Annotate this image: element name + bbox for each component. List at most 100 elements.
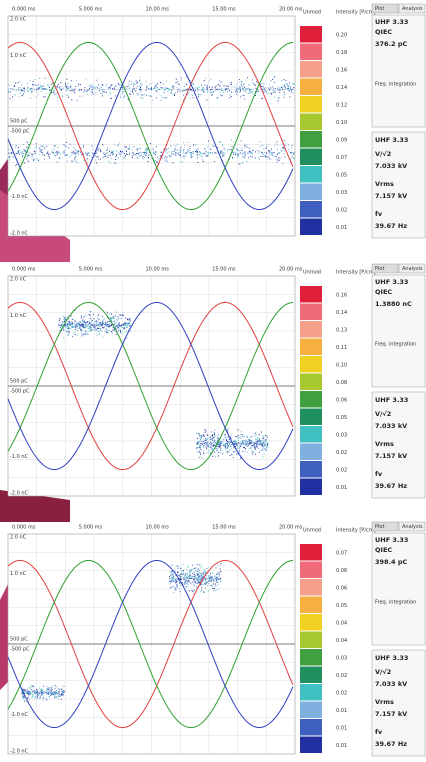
pd-dot — [258, 451, 260, 453]
pd-dot — [238, 88, 240, 90]
tab[interactable] — [371, 263, 399, 274]
scale-swatch — [300, 148, 322, 165]
pd-dot — [194, 571, 196, 573]
pd-dot — [197, 577, 199, 579]
pd-dot — [82, 324, 84, 326]
pd-dot — [273, 77, 275, 79]
pd-dot — [143, 153, 145, 155]
pd-dot — [210, 436, 212, 438]
pd-dot — [177, 565, 179, 567]
pd-dot — [23, 162, 25, 164]
pd-dot — [248, 84, 250, 86]
pd-dot — [179, 155, 181, 157]
pd-dot — [103, 91, 105, 93]
pd-dot — [103, 327, 105, 329]
pd-dot — [215, 88, 217, 90]
tab[interactable] — [398, 521, 426, 532]
pd-dot — [193, 87, 195, 89]
pd-dot — [193, 584, 195, 586]
tab[interactable] — [398, 3, 426, 14]
pd-dot — [198, 89, 200, 91]
pd-dot — [61, 691, 63, 693]
pd-dot — [90, 324, 92, 326]
pd-dot — [186, 583, 188, 585]
pd-dot — [42, 685, 44, 687]
pd-dot — [211, 431, 213, 433]
pd-dot — [96, 334, 98, 336]
pd-dot — [88, 153, 90, 155]
pd-dot — [205, 443, 207, 445]
tab-label[interactable]: Plot — [375, 524, 384, 530]
scale-label: 0.07 — [336, 155, 347, 161]
pd-dot — [275, 159, 277, 161]
scale-swatch — [300, 201, 322, 218]
pd-dot — [198, 573, 200, 575]
pd-dot — [267, 92, 269, 94]
pd-dot — [240, 443, 242, 445]
pd-dot — [262, 86, 264, 88]
pd-dot — [121, 91, 123, 93]
tab-label[interactable]: Analysis — [402, 524, 423, 530]
pd-dot — [39, 150, 41, 152]
pd-dot — [249, 88, 251, 90]
tab-label[interactable]: Plot — [375, 266, 384, 272]
pd-dot — [230, 443, 232, 445]
pd-dot — [179, 154, 181, 156]
pd-dot — [129, 323, 131, 325]
pd-dot — [193, 574, 195, 576]
pd-dot — [102, 144, 104, 146]
pd-dot — [75, 156, 77, 158]
tab[interactable] — [371, 521, 399, 532]
pd-dot — [214, 444, 216, 446]
pd-dot — [283, 91, 285, 93]
pd-dot — [49, 157, 51, 159]
pd-dot — [213, 436, 215, 438]
pd-dot — [106, 147, 108, 149]
tab[interactable] — [398, 263, 426, 274]
pd-dot — [195, 569, 197, 571]
tab-label[interactable]: Analysis — [402, 266, 423, 272]
pd-dot — [125, 331, 127, 333]
pd-dot — [166, 152, 168, 154]
pd-dot — [216, 578, 218, 580]
pd-dot — [129, 318, 131, 320]
pd-dot — [256, 442, 258, 444]
pd-dot — [247, 443, 249, 445]
pd-dot — [38, 692, 40, 694]
pd-dot — [156, 162, 158, 164]
pd-dot — [158, 158, 160, 160]
pd-dot — [234, 451, 236, 453]
pd-dot — [107, 312, 109, 314]
pd-dot — [196, 149, 198, 151]
pd-dot — [240, 437, 242, 439]
pd-dot — [242, 88, 244, 90]
pd-dot — [263, 148, 265, 150]
pd-dot — [271, 148, 273, 150]
pd-dot — [31, 155, 33, 157]
tab[interactable] — [371, 3, 399, 14]
pd-dot — [8, 91, 10, 93]
pd-dot — [103, 318, 105, 320]
phase-wave — [7, 301, 294, 471]
tab-label[interactable]: Plot — [375, 6, 384, 12]
pd-dot — [170, 92, 172, 94]
pd-dot — [216, 581, 218, 583]
pd-dot — [53, 90, 55, 92]
pd-dot — [117, 318, 119, 320]
pd-dot — [239, 86, 241, 88]
info-box — [371, 649, 426, 757]
pd-dot — [68, 327, 70, 329]
pd-dot — [165, 150, 167, 152]
tab-label[interactable]: Analysis — [402, 6, 423, 12]
pd-dot — [59, 695, 61, 697]
pd-dot — [215, 86, 217, 88]
pd-dot — [219, 564, 221, 566]
channel2: UHF 3.33 — [375, 136, 408, 144]
pd-dot — [272, 154, 274, 156]
pd-dot — [243, 440, 245, 442]
pd-dot — [270, 158, 272, 160]
pd-dot — [183, 148, 185, 150]
pd-dot — [71, 323, 73, 325]
pd-dot — [212, 587, 214, 589]
pd-dot — [286, 88, 288, 90]
